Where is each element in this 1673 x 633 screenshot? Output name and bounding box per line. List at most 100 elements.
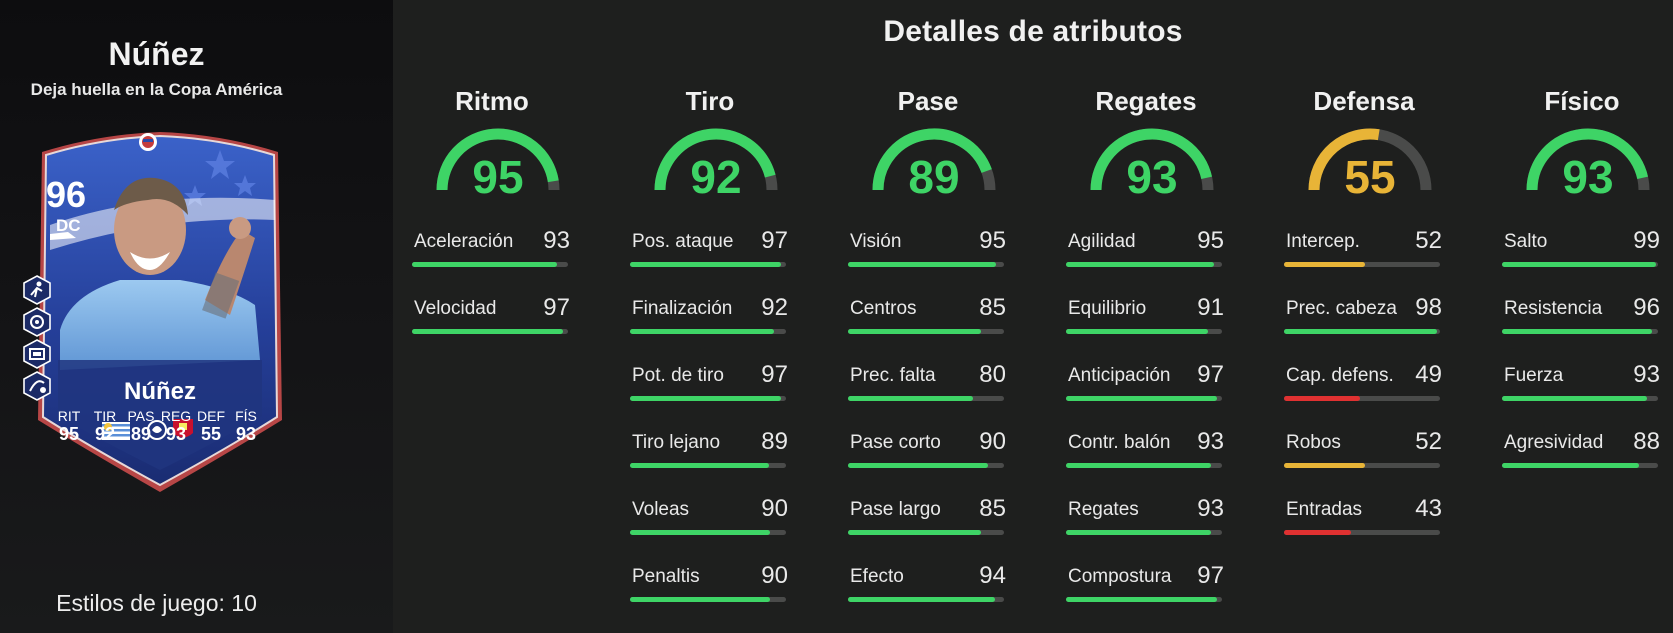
attribute-label: Contr. balón (1068, 432, 1171, 453)
attribute-label: Equilibrio (1068, 298, 1147, 319)
attribute-value: 90 (761, 562, 788, 589)
card-stat-label: PAS (127, 408, 155, 424)
attribute-row[interactable]: Penaltis 90 (630, 562, 790, 606)
attribute-row[interactable]: Prec. cabeza 98 (1284, 294, 1444, 338)
attribute-bar-fill (412, 329, 564, 334)
attribute-row[interactable]: Pase corto 90 (848, 428, 1008, 472)
attribute-bar-fill (630, 396, 782, 401)
attribute-row[interactable]: Compostura 97 (1066, 562, 1226, 606)
playstyle-technical-icon[interactable] (22, 339, 52, 369)
copa-america-logo-icon (139, 133, 157, 151)
attribute-row[interactable]: Voleas 90 (630, 495, 790, 539)
attribute-bar (848, 396, 1004, 401)
attribute-bar (1066, 396, 1222, 401)
attribute-bar-fill (848, 597, 995, 602)
attribute-label: Efecto (850, 566, 904, 587)
attribute-row[interactable]: Regates 93 (1066, 495, 1226, 539)
attribute-row[interactable]: Agilidad 95 (1066, 227, 1226, 271)
playstyle-power-shot-icon[interactable] (22, 307, 52, 337)
attribute-bar (848, 329, 1004, 334)
attribute-row[interactable]: Centros 85 (848, 294, 1008, 338)
attribute-bar (848, 597, 1004, 602)
category-title: Defensa (1313, 86, 1415, 116)
attribute-label: Pot. de tiro (632, 365, 724, 386)
attribute-row[interactable]: Cap. defens. 49 (1284, 361, 1444, 405)
card-stat-value: 93 (165, 424, 187, 444)
attribute-row[interactable]: Salto 99 (1502, 227, 1662, 271)
card-stat-value: 95 (58, 424, 80, 444)
attribute-row[interactable]: Tiro lejano 89 (630, 428, 790, 472)
attribute-label: Centros (850, 298, 917, 319)
attribute-row[interactable]: Contr. balón 93 (1066, 428, 1226, 472)
attribute-row[interactable]: Efecto 94 (848, 562, 1008, 606)
attribute-row[interactable]: Resistencia 96 (1502, 294, 1662, 338)
category-rating: 89 (908, 151, 960, 203)
attribute-bar (1284, 463, 1440, 468)
attribute-bar-fill (1284, 329, 1437, 334)
attribute-bar-fill (1502, 262, 1657, 267)
attribute-label: Intercep. (1286, 231, 1360, 252)
category-title: Tiro (685, 86, 735, 116)
attribute-row[interactable]: Anticipación 97 (1066, 361, 1226, 405)
playstyle-finesse-icon[interactable] (22, 371, 52, 401)
uruguay-flag-icon (102, 422, 130, 440)
attribute-row[interactable]: Agresividad 88 (1502, 428, 1662, 472)
attribute-row[interactable]: Intercep. 52 (1284, 227, 1444, 271)
card-rating: 96 (46, 174, 87, 215)
card-stat-value: 55 (200, 424, 222, 444)
playstyle-acrobatic-icon[interactable] (22, 275, 52, 305)
attribute-row[interactable]: Aceleración 93 (412, 227, 572, 271)
attribute-row[interactable]: Pase largo 85 (848, 495, 1008, 539)
attribute-row[interactable]: Robos 52 (1284, 428, 1444, 472)
attribute-value: 85 (979, 495, 1006, 522)
attribute-bar (1502, 396, 1658, 401)
attribute-row[interactable]: Fuerza 93 (1502, 361, 1662, 405)
category-rating: 95 (472, 151, 524, 203)
attribute-value: 93 (543, 227, 570, 254)
card-stat: RIT 95 (52, 408, 86, 445)
playstyles-count[interactable]: Estilos de juego: 10 (56, 590, 257, 616)
attribute-value: 49 (1415, 361, 1442, 388)
attribute-bar-fill (848, 262, 997, 267)
gauge-fill (872, 128, 992, 191)
attribute-row[interactable]: Finalización 92 (630, 294, 790, 338)
attribute-bar-fill (1066, 530, 1212, 535)
card-stat-value: 92 (94, 424, 116, 444)
attribute-label: Compostura (1068, 566, 1172, 587)
attribute-row[interactable]: Entradas 43 (1284, 495, 1444, 539)
attribute-row[interactable]: Velocidad 97 (412, 294, 572, 338)
player-photo (60, 177, 260, 370)
attribute-row[interactable]: Pot. de tiro 97 (630, 361, 790, 405)
attribute-bar (1284, 262, 1440, 267)
player-panel: Núñez Deja huella en la Copa América (0, 0, 393, 633)
attribute-bar-fill (630, 463, 769, 468)
attribute-bar (848, 262, 1004, 267)
gauge-fill (654, 128, 776, 191)
attribute-value: 97 (761, 361, 788, 388)
attribute-bar (630, 463, 786, 468)
attribute-column-fisico: Físico 93 Salto 99 Resistencia 96 Fuerza 93 Agre… (1502, 0, 1662, 633)
card-stat: PAS 89 (124, 408, 158, 445)
attribute-bar (1066, 262, 1222, 267)
card-stat-label: RIT (57, 408, 81, 424)
attribute-bar (630, 396, 786, 401)
attribute-row[interactable]: Pos. ataque 97 (630, 227, 790, 271)
card-stat-value: 89 (130, 424, 152, 444)
attribute-column-pase: Pase 89 Visión 95 Centros 85 Prec. falta 80 Pase… (848, 0, 1008, 633)
category-title: Regates (1095, 86, 1197, 116)
attribute-bar-fill (630, 597, 771, 602)
promo-subtitle: Deja huella en la Copa América (30, 80, 283, 99)
attribute-label: Anticipación (1068, 365, 1171, 386)
card-player-name: Núñez (124, 378, 196, 405)
gauge-fill (436, 128, 559, 191)
attribute-row[interactable]: Equilibrio 91 (1066, 294, 1226, 338)
category-rating: 92 (690, 151, 742, 203)
attribute-row[interactable]: Visión 95 (848, 227, 1008, 271)
attribute-row[interactable]: Prec. falta 80 (848, 361, 1008, 405)
attribute-value: 52 (1415, 428, 1442, 455)
attribute-label: Pase corto (850, 432, 941, 453)
category-rating: 93 (1562, 151, 1614, 203)
player-card[interactable] (30, 130, 290, 495)
attribute-label: Tiro lejano (632, 432, 721, 453)
card-stat: REG 93 (159, 408, 193, 445)
